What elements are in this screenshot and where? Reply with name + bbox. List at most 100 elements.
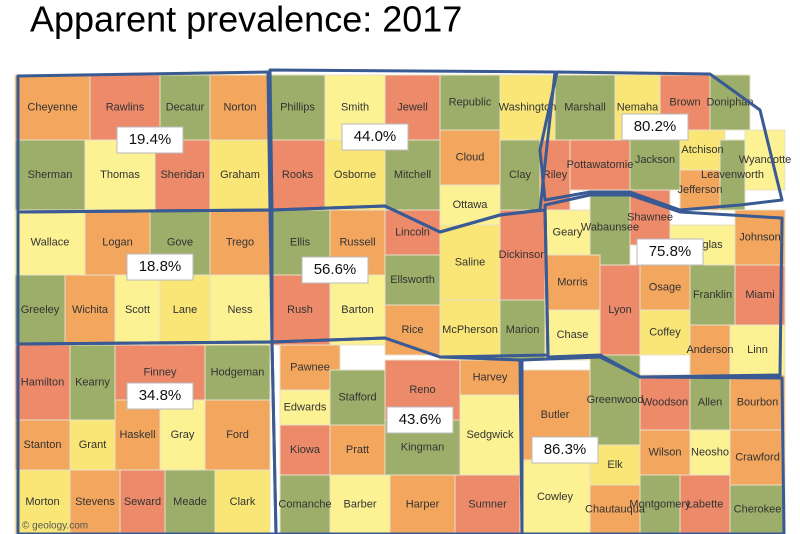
county-name: Crawford — [735, 451, 780, 463]
county-name: Greeley — [21, 304, 60, 316]
county-name: Harper — [406, 498, 440, 510]
county-name: Geary — [553, 226, 583, 238]
county-name: Pottawatomie — [567, 159, 634, 171]
county — [639, 429, 691, 476]
county — [164, 469, 216, 534]
county — [589, 354, 641, 446]
county-name: McPherson — [442, 324, 498, 336]
county — [544, 254, 601, 311]
county — [639, 264, 691, 311]
county — [554, 74, 616, 141]
county-name: Hodgeman — [211, 366, 265, 378]
county-name: Riley — [543, 169, 568, 181]
county — [209, 139, 271, 211]
county — [499, 209, 546, 301]
county-name: Scott — [125, 304, 150, 316]
region-outline — [543, 193, 784, 379]
county-name: Meade — [173, 496, 207, 508]
county-name: Johnson — [739, 231, 781, 243]
county — [14, 209, 86, 276]
county-name: Marion — [506, 324, 540, 336]
county — [384, 209, 441, 256]
county-name: Barton — [341, 304, 373, 316]
region-prevalence: 75.8% — [649, 243, 692, 260]
county-name: Harvey — [473, 371, 508, 383]
county-name: Reno — [409, 384, 435, 396]
county-name: Clay — [509, 169, 532, 181]
county-name: Butler — [541, 409, 570, 421]
county — [279, 389, 331, 426]
county-name: Stevens — [75, 496, 115, 508]
county-name: Coffey — [649, 326, 681, 338]
county-name: Hamilton — [21, 376, 64, 388]
county — [729, 324, 786, 376]
county — [439, 74, 501, 131]
county-name: Seward — [124, 496, 161, 508]
county — [204, 344, 271, 401]
county-name: Trego — [226, 236, 254, 248]
county — [64, 274, 116, 346]
county-name: Pawnee — [290, 361, 330, 373]
county-name: Anderson — [686, 344, 733, 356]
county — [384, 139, 441, 211]
county-name: Washington — [499, 101, 557, 113]
county-name: Montgomery — [629, 498, 691, 510]
county-name: Sedgwick — [466, 429, 514, 441]
county — [544, 309, 601, 361]
county — [499, 299, 546, 361]
county — [204, 399, 271, 471]
county — [639, 309, 691, 356]
county — [114, 274, 161, 346]
county-name: Marshall — [564, 101, 606, 113]
county-name: Ellsworth — [390, 274, 435, 286]
region-label-box — [621, 113, 689, 141]
county-name: Sumner — [468, 498, 507, 510]
county — [329, 474, 391, 534]
region-label-box — [301, 256, 369, 284]
county-name: Sheridan — [160, 169, 204, 181]
county-name: Kearny — [75, 376, 110, 388]
county — [499, 139, 541, 211]
county — [159, 274, 211, 346]
region-prevalence: 80.2% — [634, 118, 677, 135]
county-name: Stanton — [24, 439, 62, 451]
region-label-box — [126, 253, 194, 281]
county — [114, 399, 161, 471]
county — [214, 469, 271, 534]
county-name: Lincoln — [395, 226, 430, 238]
county-name: Chautauqua — [585, 503, 646, 515]
county-name: Cowley — [537, 491, 574, 503]
county-name: Decatur — [166, 101, 205, 113]
county — [589, 484, 641, 534]
county-name: Edwards — [284, 401, 327, 413]
county-name: Thomas — [100, 169, 140, 181]
county-name: Neosho — [691, 446, 729, 458]
county — [679, 169, 721, 211]
county-name: Gove — [167, 236, 193, 248]
county-name: Cloud — [456, 151, 485, 163]
county — [69, 344, 116, 421]
county-name: Rawlins — [106, 101, 145, 113]
county-name: Osborne — [334, 169, 376, 181]
county-name: Ness — [227, 304, 253, 316]
county-name: Morton — [25, 496, 59, 508]
county-name: Allen — [698, 396, 722, 408]
county — [454, 474, 521, 534]
region-prevalence: 34.8% — [139, 387, 182, 404]
county — [439, 129, 501, 186]
county-name: Nemaha — [617, 101, 659, 113]
county-name: Barber — [343, 498, 376, 510]
county-name: Russell — [339, 236, 375, 248]
county-name: Clark — [230, 496, 256, 508]
region-outlines — [16, 68, 786, 534]
county-name: Ottawa — [453, 199, 489, 211]
county-name: Kiowa — [290, 444, 321, 456]
county — [569, 139, 631, 191]
region-prevalence: 44.0% — [354, 128, 397, 145]
county-name: Lyon — [608, 304, 631, 316]
county — [729, 484, 786, 534]
county-name: Kingman — [401, 441, 444, 453]
county-name: Greenwood — [587, 394, 644, 406]
